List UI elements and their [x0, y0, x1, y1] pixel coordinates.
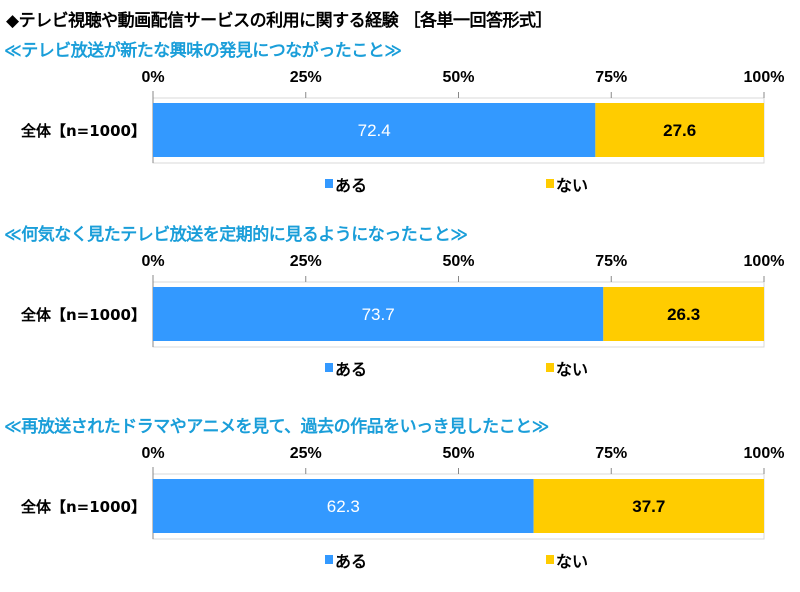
legend-label: ある	[335, 552, 367, 571]
data-label: 27.6	[663, 121, 696, 140]
x-tick-label: 25%	[290, 69, 322, 86]
chart-2: ≪何気なく見たテレビ放送を定期的に見るようになったこと≫ 0% 25% 50% 75% 1…	[0, 220, 800, 400]
x-tick-label: 75%	[595, 69, 627, 86]
x-tick-label: 25%	[290, 445, 322, 462]
legend-swatch	[546, 555, 554, 564]
x-tick-label: 100%	[744, 69, 785, 86]
page-title: ◆テレビ視聴や動画配信サービスの利用に関する経験 ［各単一回答形式］	[6, 11, 553, 31]
legend-label: ない	[556, 552, 588, 571]
category-label: 全体【n=1000】	[20, 306, 146, 324]
legend-label: ない	[556, 360, 588, 379]
legend-swatch	[546, 363, 554, 372]
x-tick-label: 50%	[442, 445, 474, 462]
legend-label: ある	[335, 176, 367, 195]
legend-label: ない	[556, 176, 588, 195]
x-tick-label: 25%	[290, 253, 322, 270]
bar-aru	[153, 479, 534, 533]
chart-subtitle: ≪再放送されたドラマやアニメを見て、過去の作品をいっき見したこと≫	[4, 417, 549, 437]
category-label: 全体【n=1000】	[20, 498, 146, 516]
chart-svg: 0% 25% 50% 75% 100% 全体【n=1000】 62.3 37.7 ある ない	[20, 445, 785, 571]
bar-aru	[153, 287, 604, 341]
x-tick-label: 0%	[141, 445, 164, 462]
x-tick-label: 50%	[442, 69, 474, 86]
legend-swatch	[325, 363, 333, 372]
bar-aru	[153, 103, 596, 157]
x-tick-label: 75%	[595, 445, 627, 462]
bar-nai	[603, 287, 764, 341]
data-label: 26.3	[667, 305, 700, 324]
chart-svg: 0% 25% 50% 75% 100% 全体【n=1000】 72.4 27.6 ある ない	[20, 69, 785, 195]
data-label: 73.7	[362, 305, 395, 324]
chart-1: ≪テレビ放送が新たな興味の発見につながったこと≫ 0% 25% 50% 75% 100% 全…	[0, 36, 800, 216]
bar-nai	[533, 479, 764, 533]
legend-swatch	[325, 179, 333, 188]
x-tick-label: 50%	[442, 253, 474, 270]
x-tick-label: 0%	[141, 253, 164, 270]
data-label: 37.7	[632, 497, 665, 516]
legend-swatch	[546, 179, 554, 188]
x-tick-label: 100%	[744, 253, 785, 270]
legend-swatch	[325, 555, 333, 564]
chart-svg: 0% 25% 50% 75% 100% 全体【n=1000】 73.7 26.3 ある ない	[20, 253, 785, 379]
chart-3: ≪再放送されたドラマやアニメを見て、過去の作品をいっき見したこと≫ 0% 25% 50…	[0, 412, 800, 592]
x-tick-label: 100%	[744, 445, 785, 462]
chart-subtitle: ≪テレビ放送が新たな興味の発見につながったこと≫	[4, 41, 402, 61]
x-tick-label: 75%	[595, 253, 627, 270]
chart-subtitle: ≪何気なく見たテレビ放送を定期的に見るようになったこと≫	[4, 225, 468, 245]
x-tick-label: 0%	[141, 69, 164, 86]
legend-label: ある	[335, 360, 367, 379]
data-label: 62.3	[327, 497, 360, 516]
data-label: 72.4	[358, 121, 391, 140]
bar-nai	[595, 103, 764, 157]
category-label: 全体【n=1000】	[20, 122, 146, 140]
